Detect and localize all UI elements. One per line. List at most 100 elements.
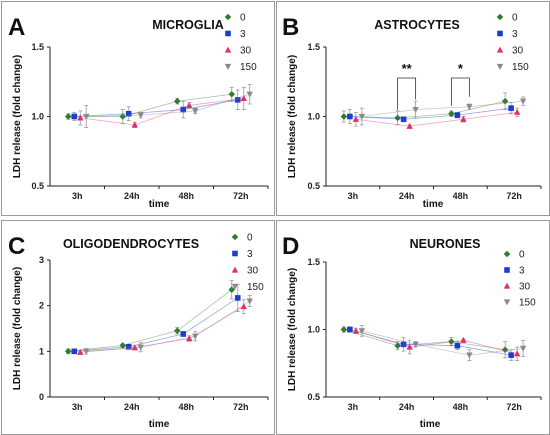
series-line [361, 100, 524, 117]
series-150 [358, 325, 527, 361]
legend-marker [224, 13, 232, 21]
y-tick-label: 1.5 [307, 257, 320, 267]
data-point [460, 115, 467, 122]
series-line [80, 306, 244, 353]
data-point [454, 112, 461, 118]
data-point [119, 342, 127, 349]
series-line [68, 93, 232, 117]
panel-b: B ASTROCYTES 0.5 1.0 1.5 3h 24h 48h 72h time LDH r… [276, 1, 550, 216]
legend-marker [503, 282, 511, 289]
x-tick-label: 72h [233, 191, 249, 201]
data-point [64, 348, 72, 355]
x-tick-label: 48h [453, 191, 469, 201]
x-tick-label: 24h [124, 191, 140, 201]
data-point [240, 303, 247, 310]
legend-label: 3 [519, 266, 525, 277]
legend-label: 0 [247, 233, 253, 244]
legend-marker [496, 63, 504, 70]
data-point [119, 113, 127, 120]
series-0 [64, 86, 236, 124]
x-tick-label: 48h [178, 402, 194, 412]
data-point [125, 110, 132, 117]
y-axis-title: LDH release (fold change) [287, 55, 298, 178]
legend-label: 0 [240, 13, 246, 24]
data-point [173, 97, 181, 105]
data-point [448, 338, 455, 345]
legend-marker [224, 63, 232, 70]
x-axis-title: time [420, 419, 441, 430]
x-tick-label: 3h [72, 402, 83, 412]
panel-letter: A [8, 14, 25, 41]
x-axis-title: time [149, 199, 170, 210]
data-point [501, 346, 509, 354]
legend-marker [503, 299, 511, 306]
legend-label: 150 [240, 62, 257, 73]
x-tick-label: 24h [124, 402, 140, 412]
y-tick-label: 0.5 [307, 181, 320, 191]
panel-a: A MICROGLIA 0.5 1.0 1.5 3h 24h 48h 72h time LDH re… [1, 1, 275, 216]
data-point [358, 113, 366, 120]
data-point [71, 348, 78, 355]
data-point [501, 97, 509, 105]
legend-marker [497, 30, 503, 37]
y-tick-label: 1 [39, 346, 44, 356]
data-point [466, 104, 473, 111]
data-point [192, 108, 199, 115]
data-point [77, 114, 84, 121]
data-point [358, 328, 366, 335]
series-line [355, 330, 518, 355]
series-0 [64, 280, 236, 355]
data-point [240, 95, 247, 102]
data-point [519, 98, 527, 105]
y-tick-label: 1.0 [307, 325, 320, 335]
panel-title: ASTROCYTES [374, 18, 459, 32]
series-150 [83, 295, 253, 355]
legend-marker [225, 30, 231, 37]
data-point [234, 295, 241, 301]
legend-label: 150 [519, 298, 536, 309]
series-line [343, 100, 506, 119]
x-tick-label: 24h [399, 402, 415, 412]
legend-marker [231, 283, 239, 290]
series-line [80, 98, 244, 126]
data-point [186, 335, 193, 342]
data-point [83, 348, 90, 355]
legend-marker [503, 250, 511, 258]
data-point [406, 122, 413, 129]
legend-label: 150 [247, 282, 264, 293]
y-tick-label: 1.5 [31, 42, 44, 52]
series-150 [358, 96, 527, 126]
series-line [68, 289, 232, 352]
data-point [352, 327, 360, 334]
x-tick-label: 3h [72, 191, 83, 201]
legend-label: 0 [519, 250, 525, 261]
x-tick-label: 72h [506, 191, 522, 201]
series-line [361, 330, 524, 356]
series-line [355, 111, 518, 127]
data-point [228, 286, 236, 293]
series-30 [77, 86, 247, 129]
data-point [228, 90, 236, 98]
data-point [412, 341, 419, 348]
data-point [137, 112, 144, 119]
panel-letter: D [282, 233, 299, 260]
data-point [454, 342, 461, 349]
data-point [352, 115, 360, 122]
legend-marker [504, 267, 510, 273]
legend-marker [232, 250, 238, 257]
data-point [519, 345, 527, 352]
y-tick-label: 2 [39, 301, 44, 311]
data-point [394, 114, 401, 122]
legend-label: 3 [240, 29, 246, 40]
series-30 [77, 299, 247, 355]
data-point [186, 101, 193, 108]
series-3 [347, 326, 514, 361]
legend-label: 30 [247, 266, 259, 277]
data-point [64, 113, 72, 120]
data-point [83, 113, 90, 120]
data-point [192, 333, 199, 340]
series-150 [83, 84, 253, 129]
x-axis-title: time [149, 419, 170, 430]
y-tick-label: 1.0 [307, 112, 320, 122]
